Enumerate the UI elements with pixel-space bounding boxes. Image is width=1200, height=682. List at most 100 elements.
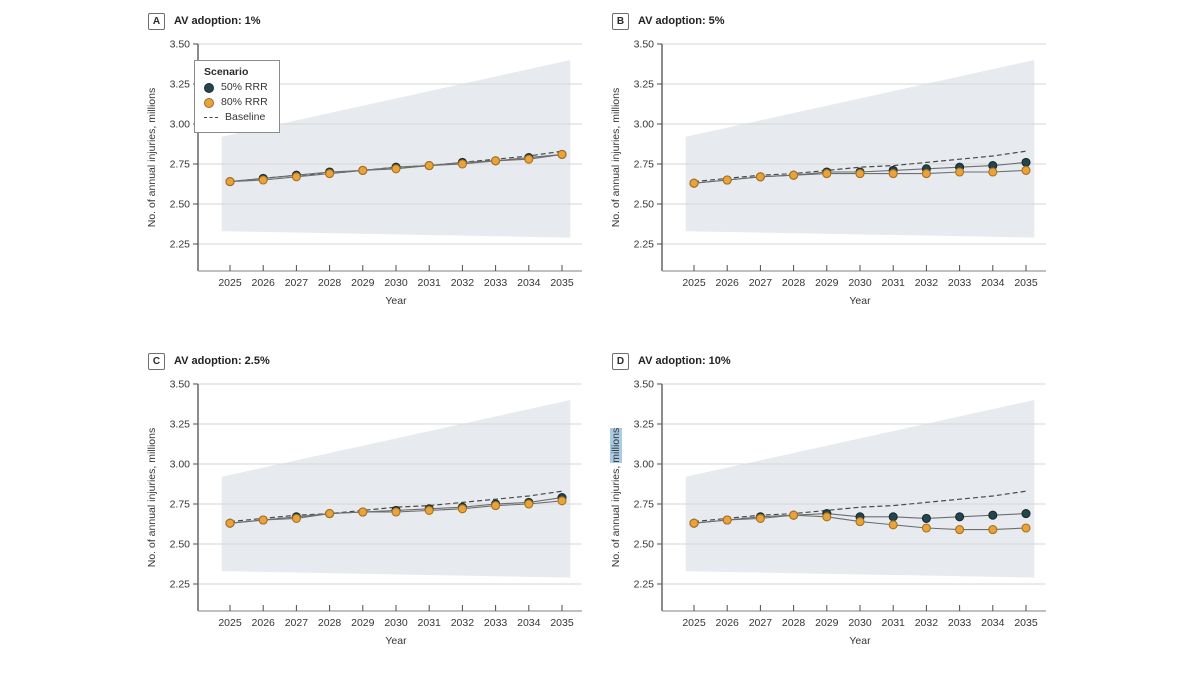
series-80-rrr-point xyxy=(822,169,832,179)
x-tick-label: 2029 xyxy=(351,617,375,629)
series-80-rrr-point xyxy=(789,510,799,520)
uncertainty-band xyxy=(685,60,1035,238)
series-80-rrr-point xyxy=(988,167,998,177)
x-tick-label: 2031 xyxy=(418,617,442,629)
series-50-rrr-point xyxy=(1021,157,1031,167)
y-tick-label: 2.50 xyxy=(170,199,191,211)
y-tick-label: 3.50 xyxy=(634,39,655,51)
series-80-rrr-point xyxy=(225,177,235,187)
x-tick-label: 2025 xyxy=(682,277,706,289)
y-tick-label: 2.75 xyxy=(634,159,655,171)
series-80-rrr-point xyxy=(955,525,965,535)
uncertainty-band xyxy=(221,60,571,238)
series-80-rrr-point xyxy=(424,505,434,515)
series-80-rrr-point xyxy=(689,518,699,528)
series-80-rrr-point xyxy=(557,149,567,159)
x-tick-label: 2029 xyxy=(815,617,839,629)
series-80-rrr-point xyxy=(722,515,732,525)
x-tick-label: 2028 xyxy=(318,277,342,289)
x-tick-label: 2033 xyxy=(948,277,972,289)
series-80-rrr-point xyxy=(325,509,335,519)
series-50-rrr-point xyxy=(955,512,965,522)
x-tick-label: 2034 xyxy=(517,277,541,289)
x-tick-label: 2025 xyxy=(218,617,242,629)
panel-c-header: C AV adoption: 2.5% xyxy=(148,352,600,370)
series-80-rrr-point xyxy=(888,169,898,179)
y-axis-title: No. of annual injuries, millions xyxy=(146,427,158,568)
y-tick-label: 2.25 xyxy=(170,239,191,251)
panel-c-plot: 3.50 3.25 3.00 2.75 2.50 2.25 2025 2026 2027 2028… xyxy=(170,379,582,647)
x-tick-label: 2035 xyxy=(550,617,574,629)
x-tick-label: 2030 xyxy=(848,617,872,629)
x-tick-label: 2031 xyxy=(882,617,906,629)
x-tick-label: 2026 xyxy=(252,277,276,289)
y-tick-label: 2.25 xyxy=(634,579,655,591)
y-axis-title-text: No. of annual injuries, xyxy=(610,462,622,568)
legend-marker-baseline xyxy=(204,117,218,118)
panel-letter-box: D xyxy=(612,352,629,370)
panel-c: C AV adoption: 2.5% 3.50 3.25 3.00 2.75 2.50… xyxy=(140,352,600,682)
y-tick-label: 3.00 xyxy=(634,459,655,471)
x-axis-title: Year xyxy=(385,295,407,307)
legend-marker-50-rrr xyxy=(204,82,214,93)
y-tick-label: 3.25 xyxy=(634,419,655,431)
panel-a-header: A AV adoption: 1% xyxy=(148,12,600,30)
series-80-rrr-point xyxy=(358,507,368,517)
y-tick-label: 3.25 xyxy=(170,79,191,91)
y-tick-label: 2.75 xyxy=(170,159,191,171)
y-tick-label: 3.00 xyxy=(170,459,191,471)
legend-title: Scenario xyxy=(204,66,249,78)
x-tick-label: 2026 xyxy=(716,617,740,629)
x-tick-label: 2029 xyxy=(351,277,375,289)
x-tick-label: 2033 xyxy=(484,617,508,629)
series-80-rrr-point xyxy=(921,169,931,179)
x-tick-label: 2027 xyxy=(285,277,309,289)
x-tick-label: 2032 xyxy=(451,617,475,629)
series-80-rrr-point xyxy=(988,525,998,535)
series-80-rrr-point xyxy=(258,515,268,525)
series-80-rrr-point xyxy=(1021,523,1031,533)
x-axis-title: Year xyxy=(849,295,871,307)
series-80-rrr-point xyxy=(491,501,501,511)
series-80-rrr-point xyxy=(722,175,732,185)
series-80-rrr-point xyxy=(822,512,832,522)
series-80-rrr-point xyxy=(1021,165,1031,175)
x-tick-label: 2029 xyxy=(815,277,839,289)
panel-letter-box: C xyxy=(148,352,165,370)
y-tick-label: 3.00 xyxy=(634,119,655,131)
y-tick-label: 3.25 xyxy=(170,419,191,431)
x-tick-label: 2028 xyxy=(782,277,806,289)
x-tick-label: 2030 xyxy=(384,617,408,629)
series-50-rrr-point xyxy=(921,513,931,523)
series-80-rrr-point xyxy=(391,164,401,174)
x-tick-label: 2026 xyxy=(252,617,276,629)
y-tick-label: 3.50 xyxy=(170,379,191,391)
series-50-rrr-point xyxy=(888,512,898,522)
series-80-rrr-point xyxy=(921,523,931,533)
legend: Scenario 50% RRR 80% RRR Baseline xyxy=(194,60,280,133)
series-80-rrr-point xyxy=(291,513,301,523)
series-80-rrr-point xyxy=(689,178,699,188)
panel-b-header: B AV adoption: 5% xyxy=(612,12,1064,30)
x-tick-label: 2032 xyxy=(915,277,939,289)
y-axis-title: No. of annual injuries, millions xyxy=(610,384,624,611)
x-axis-title: Year xyxy=(385,635,407,647)
x-tick-label: 2027 xyxy=(749,277,773,289)
legend-label: 80% RRR xyxy=(221,96,268,108)
y-tick-label: 2.50 xyxy=(634,539,655,551)
series-80-rrr-point xyxy=(557,496,567,506)
x-tick-label: 2032 xyxy=(915,617,939,629)
series-80-rrr-point xyxy=(491,156,501,166)
panel-d-header: D AV adoption: 10% xyxy=(612,352,1064,370)
series-80-rrr-point xyxy=(755,172,765,182)
panel-b-plot: 3.50 3.25 3.00 2.75 2.50 2.25 2025 2026 2027 2028… xyxy=(634,39,1046,307)
x-tick-label: 2033 xyxy=(484,277,508,289)
series-80-rrr-point xyxy=(888,520,898,530)
series-80-rrr-point xyxy=(855,517,865,527)
y-tick-label: 3.50 xyxy=(634,379,655,391)
y-tick-label: 2.75 xyxy=(170,499,191,511)
series-80-rrr-point xyxy=(291,172,301,182)
panel-title: AV adoption: 1% xyxy=(174,15,261,27)
series-80-rrr-point xyxy=(424,161,434,171)
